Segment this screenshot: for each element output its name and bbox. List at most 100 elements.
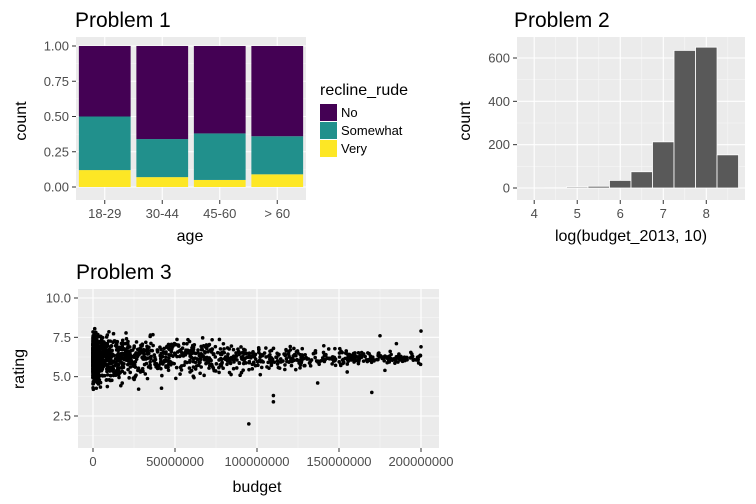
scatter-point	[418, 362, 423, 367]
scatter-point	[105, 384, 110, 389]
scatter-point	[383, 368, 387, 373]
scatter-point	[104, 335, 109, 339]
scatter-point	[250, 351, 255, 356]
scatter-point	[113, 363, 117, 368]
scatter-point	[418, 353, 423, 358]
scatter-point	[278, 360, 283, 364]
problem3-grid	[78, 289, 439, 448]
scatter-point	[94, 337, 99, 342]
y-tick-label: 0.25	[44, 144, 69, 159]
bar-segment-somewhat	[193, 133, 246, 180]
scatter-point	[299, 358, 304, 363]
scatter-point	[151, 343, 155, 348]
scatter-point	[257, 347, 261, 352]
scatter-point	[185, 360, 189, 365]
histogram-bar	[695, 46, 718, 189]
legend-title: recline_rude	[320, 82, 408, 99]
scatter-point	[187, 366, 192, 370]
scatter-point	[200, 336, 205, 340]
scatter-point	[268, 349, 272, 353]
scatter-point	[337, 360, 341, 364]
scatter-point	[174, 365, 179, 370]
scatter-point	[378, 354, 383, 358]
scatter-point	[378, 333, 382, 338]
problem3-chart: Problem 3 2.5 5.0 7.5 10.0 0 50000000 1000000…	[11, 261, 454, 496]
scatter-point	[295, 357, 299, 362]
scatter-point	[345, 362, 350, 366]
scatter-point	[300, 346, 305, 351]
scatter-point	[175, 354, 179, 359]
scatter-point	[91, 375, 96, 380]
scatter-point	[180, 351, 185, 355]
x-tick-label: 30-44	[146, 206, 179, 221]
scatter-point	[321, 343, 326, 348]
scatter-point	[92, 326, 97, 331]
scatter-point	[393, 361, 397, 365]
scatter-point	[148, 366, 153, 370]
y-tick-label: 5.0	[53, 369, 71, 384]
scatter-point	[227, 347, 231, 351]
scatter-point	[111, 331, 116, 336]
scatter-point	[337, 355, 342, 359]
scatter-point	[110, 348, 114, 353]
scatter-point	[388, 349, 392, 354]
scatter-point	[356, 358, 360, 363]
scatter-point	[193, 351, 198, 356]
problem2-title: Problem 2	[514, 9, 610, 32]
scatter-point	[321, 350, 326, 355]
scatter-point	[239, 351, 244, 355]
scatter-point	[351, 358, 356, 362]
scatter-point	[260, 359, 264, 363]
scatter-point	[101, 352, 106, 356]
scatter-point	[154, 362, 158, 366]
scatter-point	[139, 343, 143, 348]
problem1-title: Problem 1	[75, 9, 171, 32]
scatter-point	[238, 373, 242, 378]
scatter-point	[204, 361, 208, 366]
problem3-title: Problem 3	[76, 261, 172, 284]
scatter-point	[219, 356, 223, 361]
scatter-point	[200, 353, 204, 357]
scatter-point	[283, 367, 287, 372]
scatter-point	[149, 354, 153, 359]
scatter-point	[376, 351, 381, 356]
scatter-point	[221, 341, 226, 346]
scatter-point	[92, 333, 97, 338]
scatter-point	[106, 339, 111, 343]
scatter-point	[119, 383, 123, 388]
scatter-point	[205, 358, 210, 363]
scatter-point	[308, 364, 313, 368]
legend-key-no	[320, 104, 337, 121]
scatter-point	[271, 393, 276, 398]
problem3-points	[91, 326, 423, 426]
scatter-point	[144, 340, 148, 345]
x-tick-label: 18-29	[88, 206, 121, 221]
scatter-point	[228, 361, 233, 366]
scatter-point	[247, 353, 252, 358]
problem2-chart: Problem 2 0 200 400 600 4 5 6 7 8 log(budget_20…	[457, 9, 745, 245]
bar-segment-no	[251, 46, 304, 137]
scatter-point	[207, 342, 212, 347]
bar-segment-very	[251, 174, 304, 187]
scatter-point	[124, 331, 128, 335]
scatter-point	[222, 350, 227, 355]
scatter-point	[148, 360, 152, 364]
scatter-point	[244, 351, 249, 356]
scatter-point	[394, 341, 399, 346]
scatter-point	[274, 355, 278, 359]
scatter-point	[284, 349, 289, 353]
scatter-point	[375, 357, 380, 362]
scatter-point	[231, 347, 236, 352]
scatter-point	[283, 352, 287, 357]
scatter-point	[346, 358, 351, 363]
scatter-point	[218, 347, 223, 351]
scatter-point	[361, 359, 366, 363]
scatter-point	[344, 349, 349, 353]
scatter-point	[308, 360, 312, 364]
scatter-point	[134, 340, 139, 344]
scatter-point	[213, 344, 218, 349]
y-tick-label: 10.0	[46, 291, 71, 306]
scatter-point	[389, 356, 394, 361]
scatter-point	[95, 373, 99, 378]
scatter-point	[253, 357, 258, 362]
